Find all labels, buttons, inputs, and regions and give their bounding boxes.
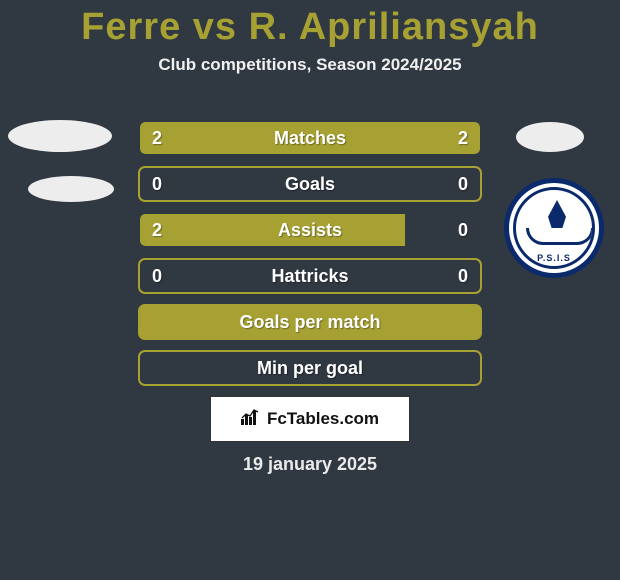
comparison-bar-chart: 22Matches 00Goals 20Assists 00Hattricks Goal… [138,120,482,396]
stat-row: Goals per match [138,304,482,340]
player-right-avatar-placeholder [516,122,584,152]
page-title: Ferre vs R. Apriliansyah [0,0,620,49]
subtitle: Club competitions, Season 2024/2025 [0,55,620,75]
chart-icon [241,409,261,430]
stat-label: Assists [140,220,480,241]
footer-brand-text: FcTables.com [267,409,379,429]
stat-label: Goals [140,174,480,195]
stat-row: 00Goals [138,166,482,202]
stat-label: Matches [140,128,480,149]
player-left-avatar-placeholder [8,120,112,152]
stat-row: 00Hattricks [138,258,482,294]
stat-row: 22Matches [138,120,482,156]
footer-date: 19 january 2025 [0,454,620,475]
player-left-club-placeholder [28,176,114,202]
footer-brand-card: FcTables.com [210,396,410,442]
stat-row: 20Assists [138,212,482,248]
club-badge-text: P.S.I.S [516,253,592,263]
player-right-club-badge: P.S.I.S [504,178,604,278]
stat-label: Min per goal [140,358,480,379]
stat-label: Goals per match [140,312,480,333]
stat-label: Hattricks [140,266,480,287]
stat-row: Min per goal [138,350,482,386]
